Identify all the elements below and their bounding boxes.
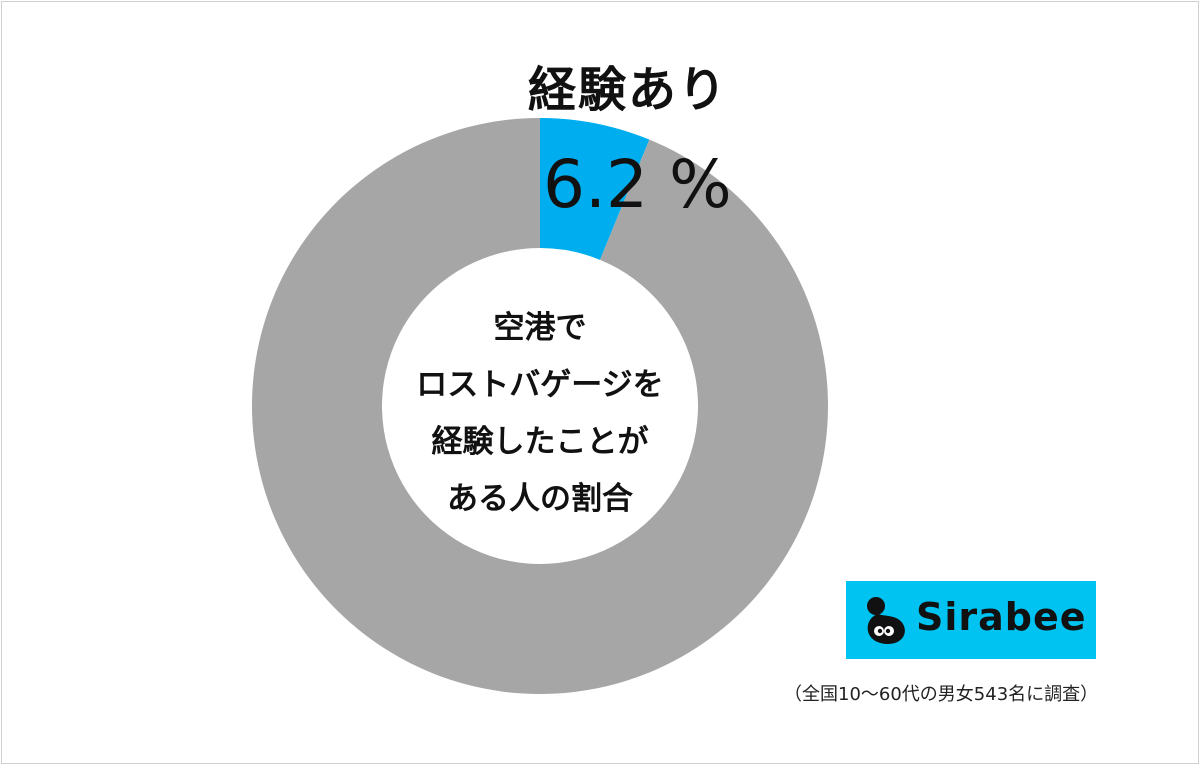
highlight-slice-value: 6.2 % xyxy=(543,146,732,223)
sirabee-mascot-icon xyxy=(867,597,905,645)
donut-slice-experienced xyxy=(540,118,650,260)
center-caption-line: ある人の割合 xyxy=(447,481,633,517)
center-caption-line: 空港で xyxy=(493,310,587,346)
donut-slice-other xyxy=(251,118,829,694)
sirabee-wordmark: Sirabee xyxy=(916,595,1087,639)
highlight-slice-label: 経験あり xyxy=(528,62,729,118)
center-caption-line: ロストバゲージを xyxy=(416,367,664,403)
survey-footnote: （全国10～60代の男女543名に調査） xyxy=(784,684,1099,705)
donut-center-caption: 空港で ロストバゲージを 経験したことが ある人の割合 xyxy=(382,300,698,528)
center-caption-line: 経験したことが xyxy=(431,424,649,460)
sirabee-logo: Sirabee xyxy=(846,581,1096,659)
